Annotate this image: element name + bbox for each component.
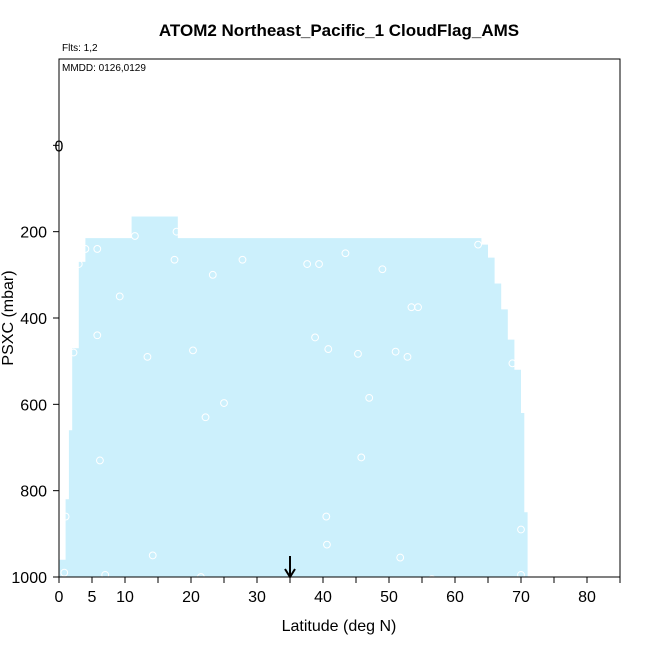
x-axis: 0 5 10 20 30 40 50 60 70 80 — [55, 577, 621, 606]
y-tick-label: 200 — [20, 225, 47, 242]
chart-title: ATOM2 Northeast_Pacific_1 CloudFlag_AMS — [159, 21, 519, 40]
x-tick-label: 5 — [88, 589, 97, 606]
data-point — [93, 245, 102, 253]
data-point — [170, 255, 179, 264]
x-tick-label: 80 — [578, 589, 596, 606]
zero-marker: 0 — [55, 84, 64, 155]
x-axis-label: Latitude (deg N) — [282, 618, 397, 635]
x-tick-label: 70 — [512, 589, 530, 606]
data-point — [93, 331, 102, 340]
data-point — [378, 265, 387, 274]
data-point — [315, 260, 323, 268]
data-point — [323, 540, 331, 549]
x-tick-label: 40 — [314, 589, 332, 606]
data-point — [201, 413, 210, 422]
data-point — [322, 512, 331, 521]
data-point — [311, 333, 319, 342]
data-point — [365, 393, 374, 402]
data-point — [357, 453, 366, 462]
zero-marker-label: 0 — [55, 138, 64, 155]
position-arrow — [284, 556, 296, 579]
data-point — [148, 551, 157, 560]
y-axis-label: PSXC (mbar) — [0, 270, 17, 365]
y-axis: 200 400 600 800 1000 — [11, 144, 59, 587]
data-point — [303, 260, 312, 268]
data-point — [508, 359, 517, 368]
data-point — [341, 249, 350, 258]
arrow-head — [284, 568, 296, 579]
data-point — [189, 346, 197, 355]
data-point — [220, 399, 228, 407]
data-point — [60, 568, 69, 577]
data-point — [517, 525, 525, 534]
data-point — [131, 232, 139, 240]
data-point — [69, 348, 78, 357]
data-point — [101, 570, 110, 579]
coverage-area — [59, 216, 528, 577]
y-tick-label: 800 — [20, 484, 47, 501]
data-point — [81, 245, 90, 253]
x-tick-label: 60 — [446, 589, 464, 606]
data-point — [61, 512, 70, 521]
data-point — [238, 255, 247, 264]
data-points — [60, 227, 525, 586]
data-point — [391, 347, 400, 356]
data-point — [428, 575, 436, 584]
x-tick-label: 30 — [248, 589, 266, 606]
y-tick-label: 400 — [20, 311, 47, 328]
x-tick-label: 50 — [380, 589, 398, 606]
flights-label: Flts: 1,2 — [62, 43, 98, 54]
data-point — [324, 345, 333, 353]
coverage-fill — [59, 216, 528, 577]
data-point — [74, 260, 83, 268]
data-point — [396, 553, 405, 562]
data-point — [398, 577, 407, 586]
data-point — [403, 352, 412, 361]
y-tick-label: 600 — [20, 397, 47, 414]
data-point — [172, 227, 181, 236]
data-point — [115, 292, 124, 301]
data-point — [354, 349, 362, 358]
y-tick-label: 1000 — [11, 570, 47, 587]
dates-label: MMDD: 0126,0129 — [62, 63, 146, 74]
data-point — [208, 270, 217, 279]
x-tick-label: 20 — [182, 589, 200, 606]
x-tick-label: 0 — [55, 589, 64, 606]
data-point — [143, 352, 152, 361]
data-point — [474, 240, 483, 249]
data-point — [96, 456, 104, 465]
x-tick-label: 10 — [116, 589, 134, 606]
data-point — [414, 303, 422, 312]
